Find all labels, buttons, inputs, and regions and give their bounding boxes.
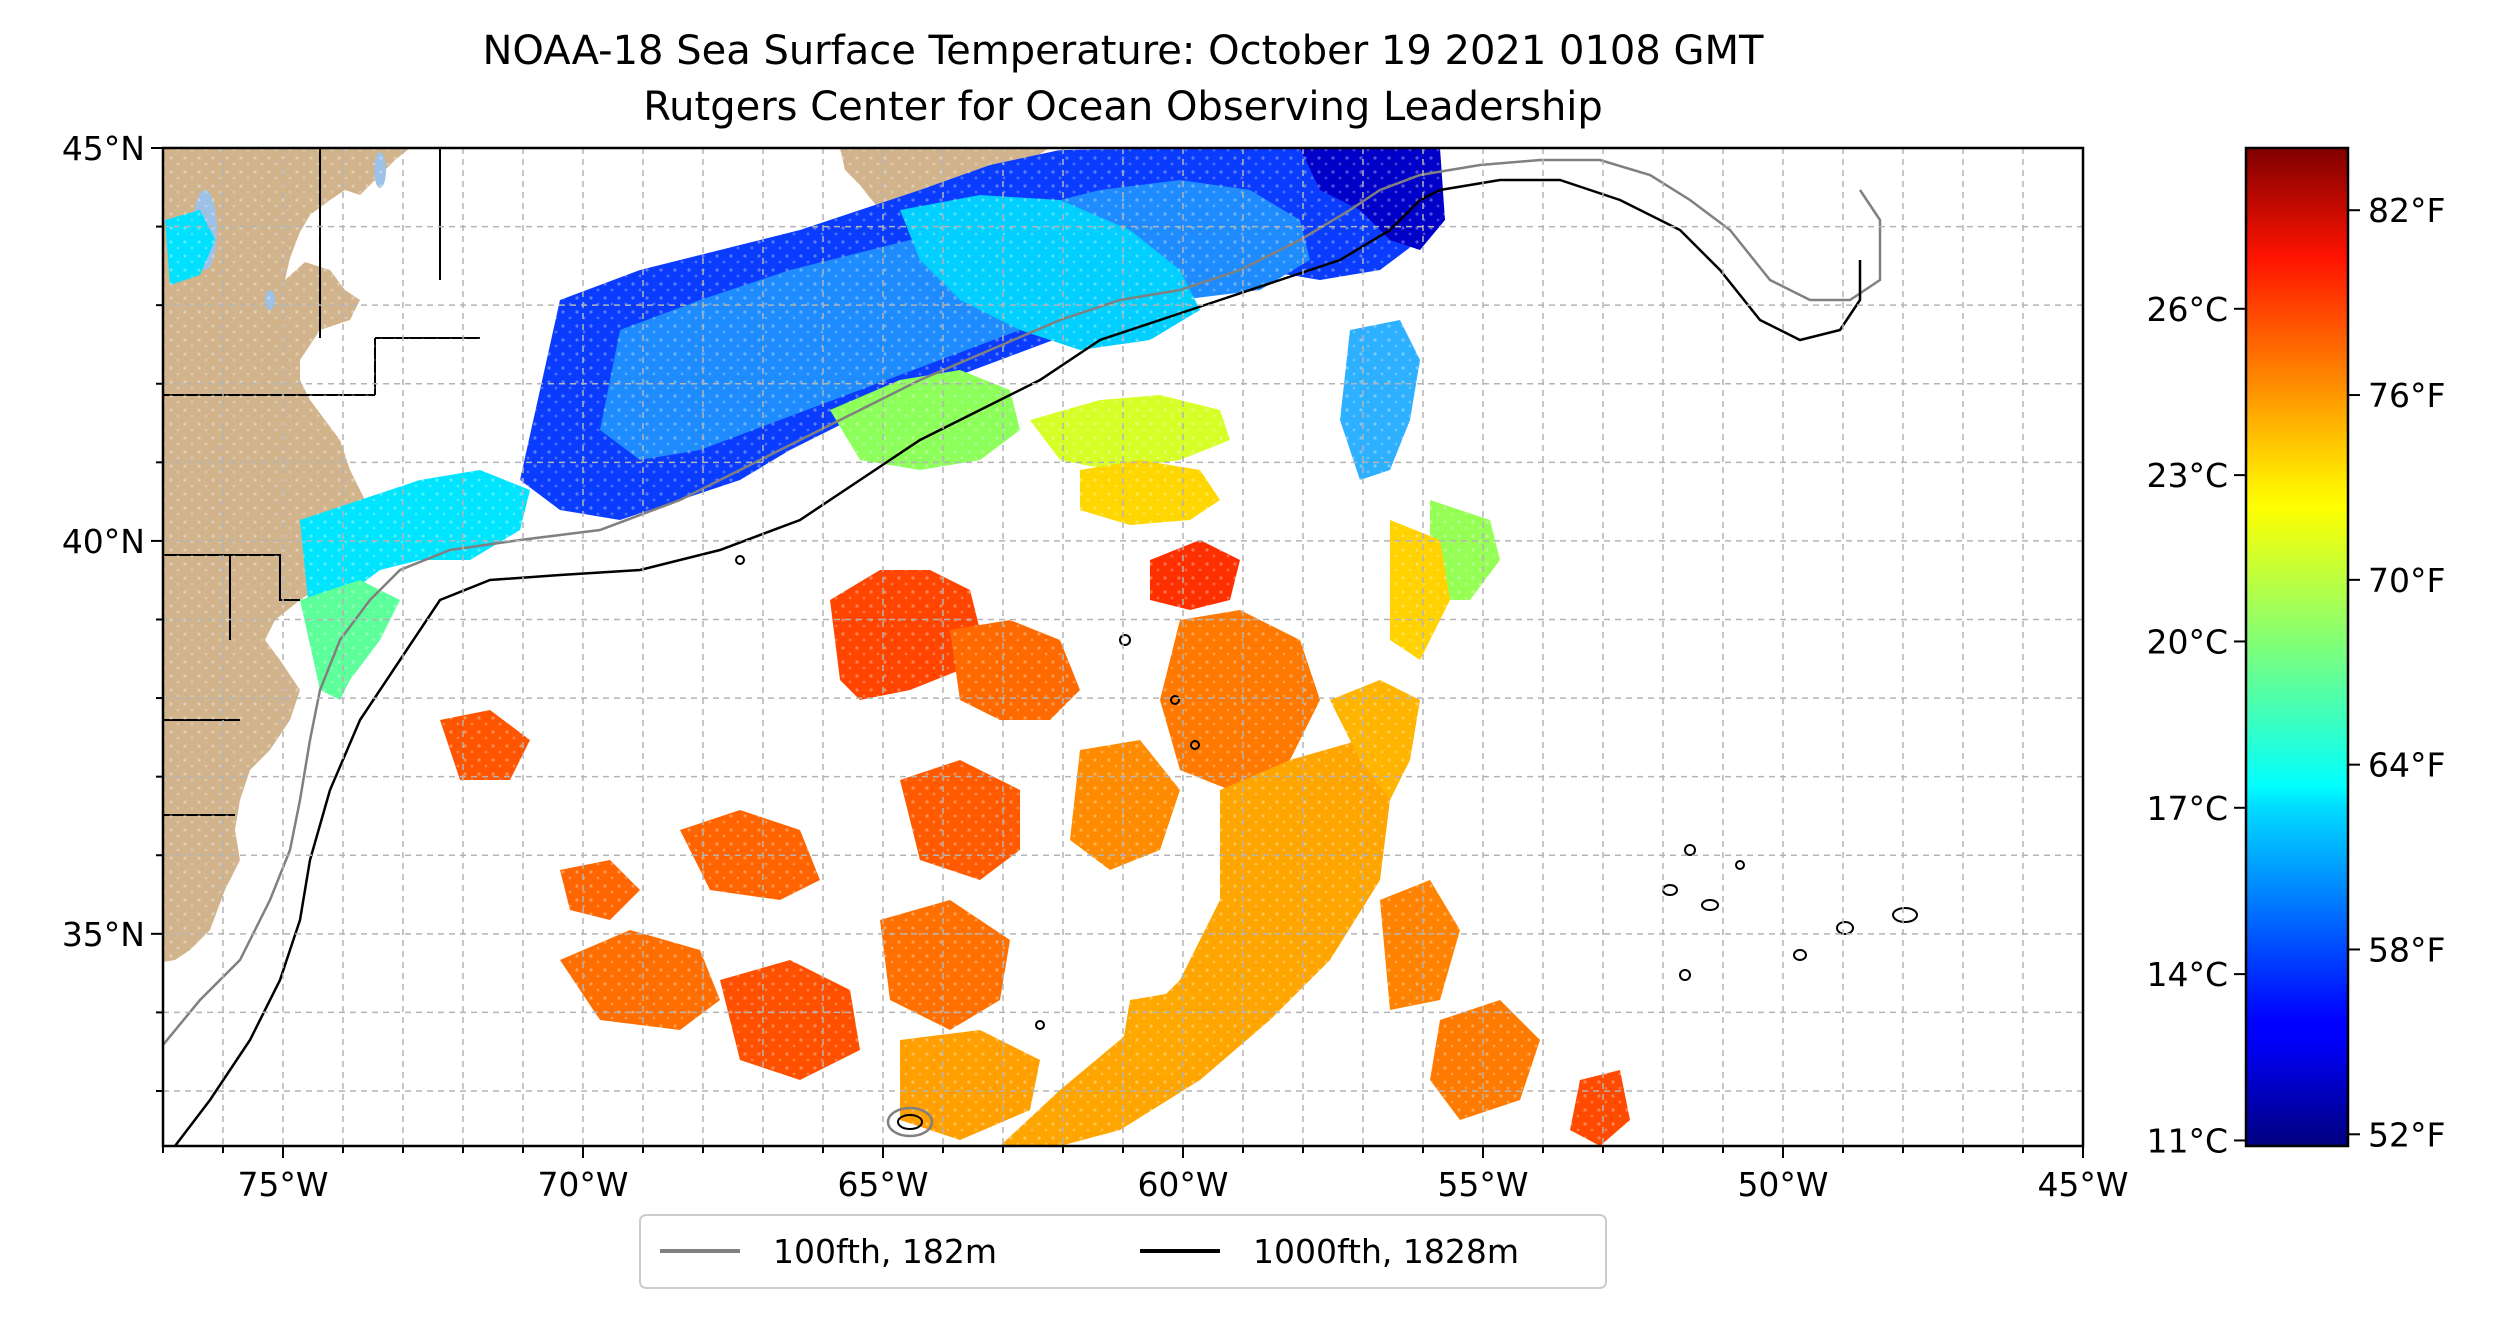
contour-100fth	[163, 158, 1882, 1046]
colorbar-fahrenheit-ticks: 52°F 58°F 64°F 70°F 76°F 82°F	[2348, 191, 2445, 1154]
fahrenheit-tick-label: 82°F	[2368, 191, 2445, 230]
colorbar-celsius-ticks: 11°C 14°C 17°C 20°C 23°C 26°C	[2146, 290, 2246, 1160]
legend-label-1000fth: 1000fth, 1828m	[1253, 1232, 1519, 1271]
fahrenheit-tick-label: 58°F	[2368, 930, 2445, 969]
celsius-tick-label: 11°C	[2146, 1121, 2228, 1160]
bermuda	[886, 1106, 934, 1138]
chart-title: NOAA-18 Sea Surface Temperature: October…	[483, 28, 1765, 74]
fahrenheit-tick-label: 64°F	[2368, 746, 2445, 785]
grid-lines	[163, 148, 2083, 1146]
legend-box	[639, 1214, 1607, 1289]
lat-tick-label: 40°N	[62, 522, 145, 561]
lon-tick-label: 75°W	[237, 1165, 328, 1204]
map-panel	[163, 148, 2083, 1146]
lon-tick-label: 55°W	[1437, 1165, 1528, 1204]
lon-tick-label: 60°W	[1137, 1165, 1228, 1204]
fahrenheit-tick-label: 52°F	[2368, 1115, 2445, 1154]
lat-tick-label: 45°N	[62, 129, 145, 168]
contour-1000fth	[174, 178, 1862, 1146]
celsius-tick-label: 14°C	[2146, 955, 2228, 994]
lon-tick-label: 50°W	[1737, 1165, 1828, 1204]
chart-subtitle: Rutgers Center for Ocean Observing Leade…	[643, 84, 1603, 130]
lon-tick-label: 45°W	[2037, 1165, 2128, 1204]
legend: 100fth, 182m 1000fth, 1828m	[639, 1214, 1607, 1289]
fahrenheit-tick-label: 76°F	[2368, 376, 2445, 415]
celsius-tick-label: 23°C	[2146, 456, 2228, 495]
seamounts	[735, 555, 1918, 1030]
lat-tick-label: 35°N	[62, 915, 145, 954]
fahrenheit-tick-label: 70°F	[2368, 561, 2445, 600]
legend-label-100fth: 100fth, 182m	[773, 1232, 997, 1271]
celsius-tick-label: 17°C	[2146, 789, 2228, 828]
lon-axis: 75°W 70°W 65°W 60°W 55°W 50°W 45°W	[162, 1146, 2129, 1204]
lon-tick-label: 70°W	[537, 1165, 628, 1204]
lon-tick-label: 65°W	[837, 1165, 928, 1204]
celsius-tick-label: 26°C	[2146, 290, 2228, 329]
colorbar: 11°C 14°C 17°C 20°C 23°C 26°C 52°F 58°F 64°F 70°…	[2146, 146, 2445, 1160]
colorbar-gradient	[2244, 146, 2350, 1148]
celsius-tick-label: 20°C	[2146, 622, 2228, 661]
lat-axis: 45°N 40°N 35°N	[62, 129, 163, 1092]
